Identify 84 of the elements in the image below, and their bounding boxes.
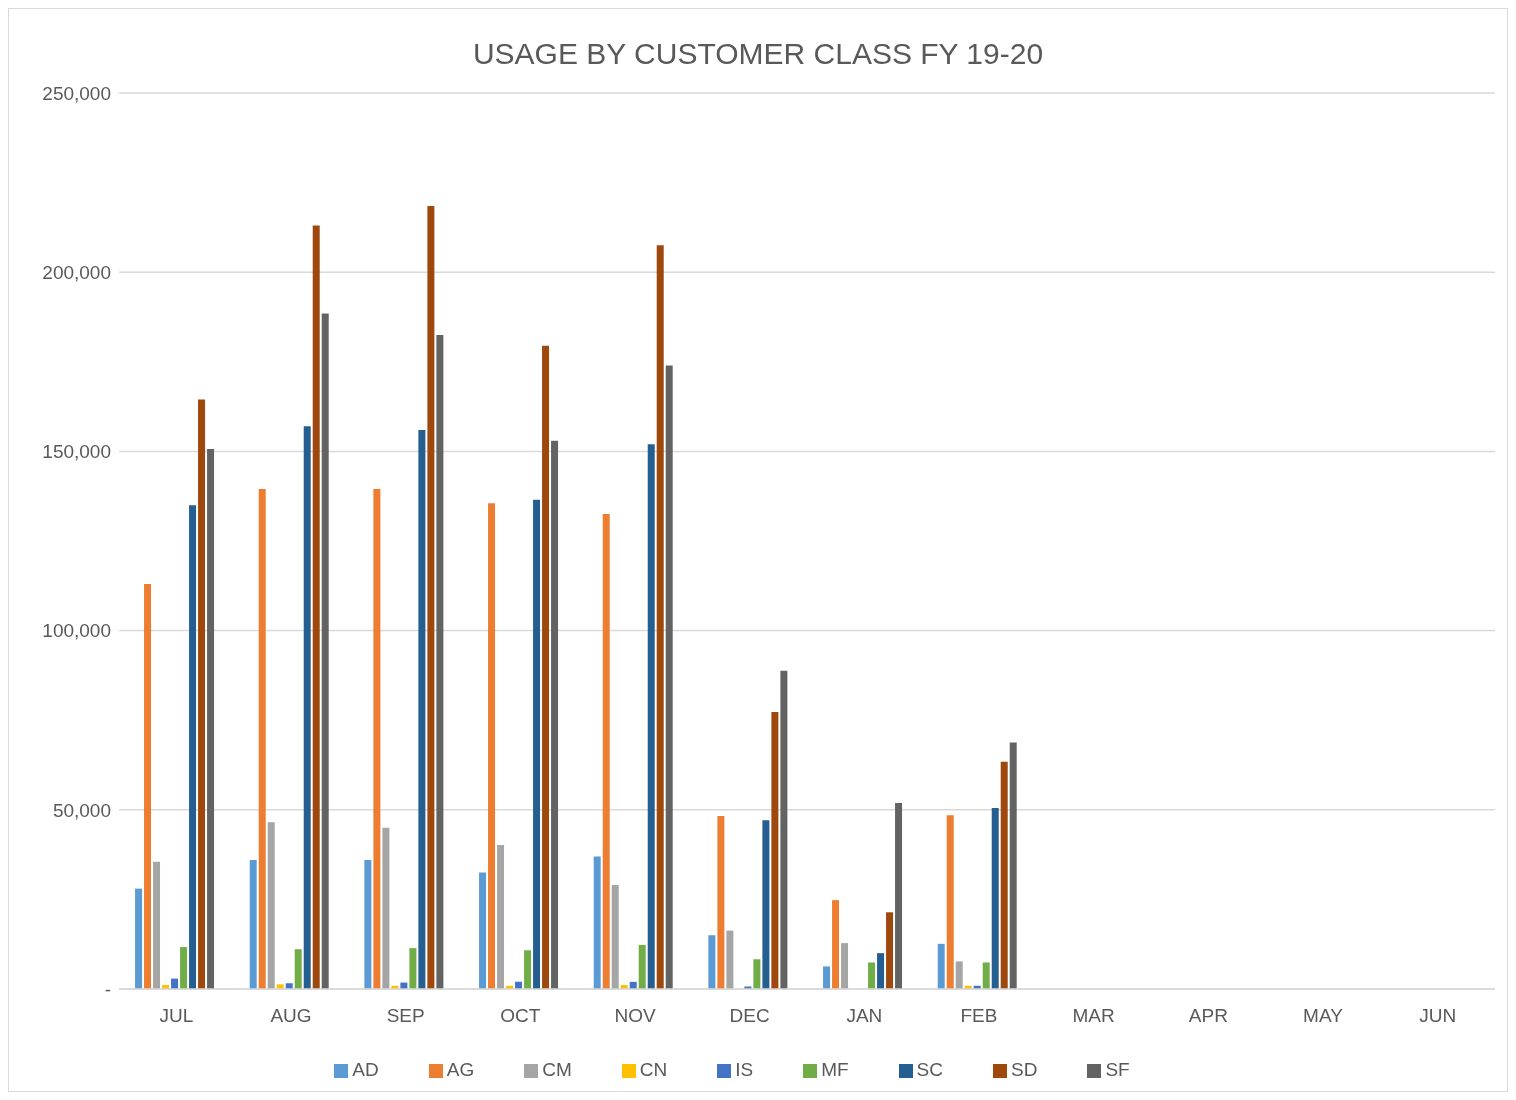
bar [321,313,329,989]
y-tick-label: 50,000 [52,799,111,821]
bar [1000,761,1008,989]
bar [877,953,885,989]
bar [832,900,840,989]
legend-label: SC [916,1059,943,1080]
x-tick-label: JAN [846,1005,883,1027]
y-tick-label: 100,000 [42,620,111,642]
y-tick-label: 200,000 [42,261,111,283]
bar [708,935,716,989]
bar [533,499,541,989]
bar [198,399,206,989]
bar [267,822,275,989]
bar [479,872,487,989]
bar [656,245,664,989]
bar [153,861,161,989]
x-tick-label: OCT [500,1005,541,1027]
bar [294,949,302,989]
bar [488,503,496,989]
x-tick-label: SEP [386,1005,425,1027]
bar [895,802,903,989]
bar [717,815,725,989]
legend-label: MF [821,1059,849,1080]
bar [753,959,761,989]
legend-label: AG [446,1059,475,1080]
bar [955,961,963,989]
bar [868,962,876,989]
legend-label: CM [542,1059,572,1080]
legend-label: AD [352,1059,379,1080]
bar [303,426,311,989]
bar [418,429,426,989]
y-tick-label: - [104,978,111,1000]
legend-label: SF [1105,1059,1130,1080]
bar [364,859,372,989]
bar [638,944,646,989]
bar [180,947,188,989]
bar [886,912,894,989]
bar [780,670,788,989]
x-tick-label: AUG [270,1005,312,1027]
bar [762,820,770,989]
bar [823,966,831,989]
bar [542,345,550,989]
bar [982,962,990,989]
bar [771,711,779,989]
bar [135,888,143,989]
bar [726,930,734,989]
legend-label: IS [735,1059,754,1080]
legend-label: SD [1010,1059,1038,1080]
bar [524,950,532,989]
bar [593,856,601,989]
bar [937,943,945,989]
bar [144,584,152,989]
x-tick-label: JUL [159,1005,194,1027]
bar [382,827,390,989]
bar [665,365,673,989]
bar [991,808,999,989]
x-tick-label: MAY [1303,1005,1344,1027]
bar [551,440,559,989]
legend-label: CN [639,1059,668,1080]
bar [497,844,505,989]
bar [258,489,266,989]
bar [841,943,849,989]
y-tick-label: 250,000 [42,82,111,104]
x-tick-label: DEC [729,1005,770,1027]
bar [1009,742,1017,989]
bar [647,444,655,989]
x-tick-label: FEB [960,1005,998,1027]
bar [436,334,444,989]
x-tick-label: JUN [1419,1005,1457,1027]
y-tick-label: 150,000 [42,441,111,463]
bar [611,885,619,989]
bar [409,948,417,989]
bar [189,505,197,989]
x-tick-label: APR [1188,1005,1228,1027]
x-tick-label: MAR [1072,1005,1115,1027]
bar [373,489,381,989]
bar [946,815,954,989]
x-tick-label: NOV [614,1005,656,1027]
bar [602,514,610,989]
bar [249,859,257,989]
bar [207,448,215,989]
chart-title: USAGE BY CUSTOMER CLASS FY 19-20 [471,36,1045,72]
bar [312,225,320,989]
bar [427,205,435,989]
